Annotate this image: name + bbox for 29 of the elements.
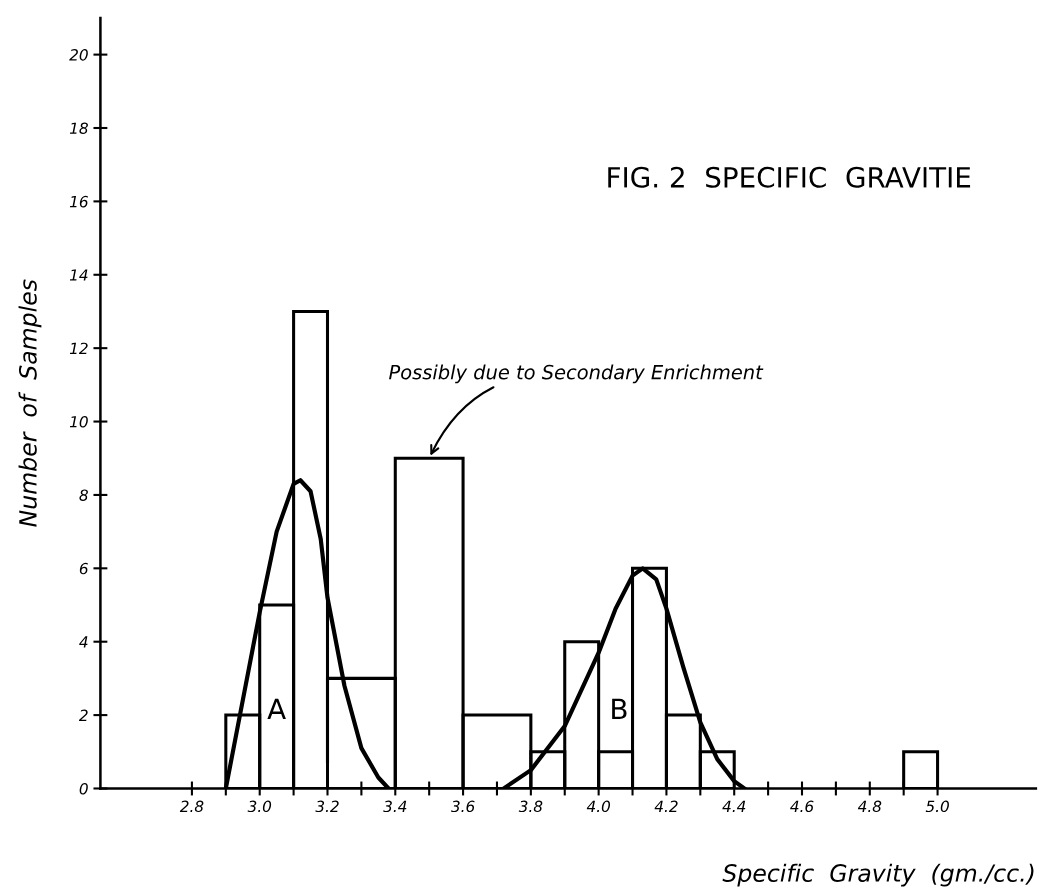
y-axis-title: Number of Samples	[18, 279, 42, 527]
y-tick-label: 12	[69, 342, 88, 354]
y-tick-label: 0	[79, 782, 88, 795]
x-tick-label: 5.0	[925, 800, 949, 813]
x-tick-label: 3.2	[315, 800, 339, 813]
x-axis-title: Specific Gravity (gm./cc.)	[722, 863, 1034, 887]
annotation: B	[612, 698, 627, 720]
y-tick-label: 20	[69, 49, 88, 61]
x-tick-label: 2.8	[179, 800, 204, 813]
x-tick-label: 3.6	[450, 800, 475, 813]
y-tick-label: 6	[79, 562, 88, 575]
x-tick-label: 4.0	[586, 800, 611, 813]
x-tick-label: 3.8	[518, 800, 543, 813]
x-tick-label: 4.2	[654, 800, 678, 812]
y-tick-label: 8	[79, 489, 88, 501]
x-tick-label: 4.6	[790, 800, 814, 813]
x-tick-label: 3.0	[247, 800, 272, 813]
y-tick-label: 4	[79, 636, 88, 648]
y-tick-label: 18	[69, 122, 88, 135]
x-tick-label: 3.4	[383, 800, 407, 813]
y-tick-label: 14	[69, 269, 88, 281]
x-tick-label: 4.8	[857, 800, 882, 813]
y-tick-label: 2	[78, 709, 88, 721]
text: FIG. 2 SPECIFIC GRAVITIE	[608, 166, 971, 188]
annotation: Possibly due to Secondary Enrichment	[389, 364, 764, 384]
y-tick-label: 16	[69, 195, 88, 208]
annotation: A	[267, 698, 286, 720]
y-tick-label: 10	[69, 416, 88, 428]
x-tick-label: 4.4	[722, 800, 746, 812]
